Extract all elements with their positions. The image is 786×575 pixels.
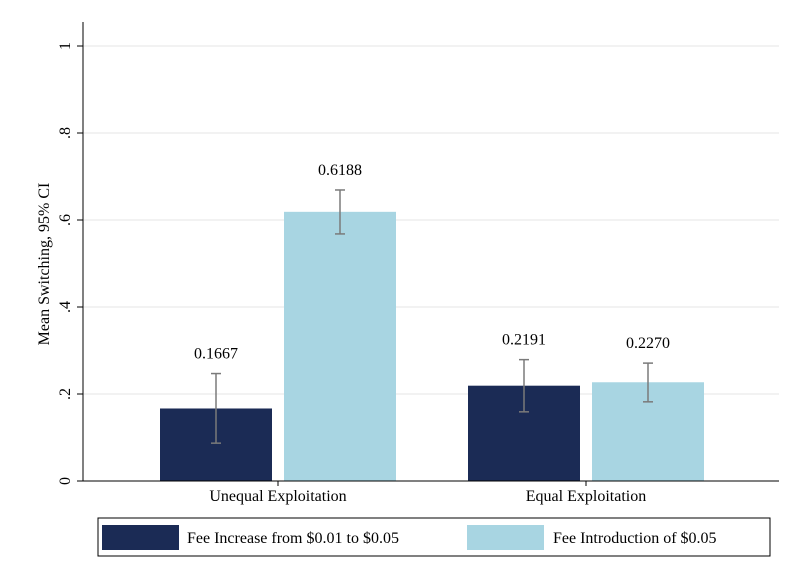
legend-swatch-1 bbox=[102, 525, 179, 550]
axes: 0 .2 .4 .6 .8 1 bbox=[57, 22, 779, 486]
y-tick-label: .4 bbox=[57, 301, 74, 313]
legend-swatch-2 bbox=[467, 525, 544, 550]
y-tick-label: 0 bbox=[57, 477, 74, 485]
value-label: 0.6188 bbox=[318, 162, 362, 179]
value-label: 0.1667 bbox=[194, 346, 238, 363]
y-tick-label: .6 bbox=[57, 214, 74, 226]
y-tick-label: 1 bbox=[57, 42, 74, 50]
bars bbox=[160, 211, 704, 481]
value-label: 0.2270 bbox=[626, 335, 670, 352]
gridlines bbox=[83, 45, 779, 395]
category-label: Equal Exploitation bbox=[526, 488, 646, 505]
legend: Fee Increase from $0.01 to $0.05 Fee Int… bbox=[97, 517, 771, 557]
category-labels: Unequal Exploitation Equal Exploitation bbox=[209, 488, 646, 505]
legend-box bbox=[97, 517, 771, 557]
y-axis-title: Mean Switching, 95% CI bbox=[36, 183, 53, 346]
y-tick-label: .8 bbox=[57, 127, 74, 139]
y-tick-label: .2 bbox=[57, 388, 74, 400]
value-labels: 0.1667 0.6188 0.2191 0.2270 bbox=[194, 162, 670, 363]
value-label: 0.2191 bbox=[502, 332, 546, 349]
legend-label-1: Fee Increase from $0.01 to $0.05 bbox=[187, 530, 399, 547]
bar bbox=[284, 211, 396, 481]
legend-label-2: Fee Introduction of $0.05 bbox=[553, 530, 717, 547]
category-label: Unequal Exploitation bbox=[209, 488, 346, 505]
error-bars bbox=[211, 189, 653, 444]
